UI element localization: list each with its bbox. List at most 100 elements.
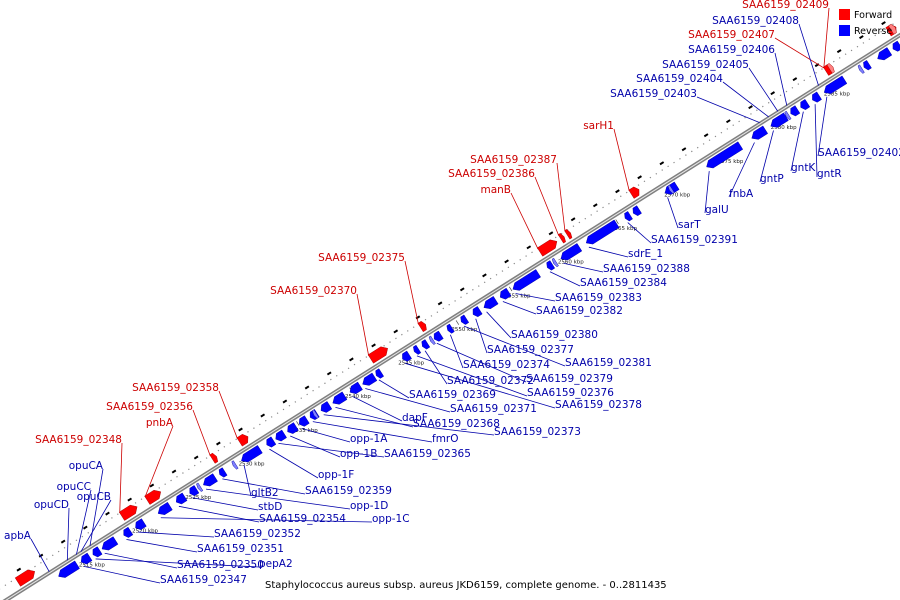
forward-gene-light[interactable] — [888, 23, 898, 35]
gene-label-opucc[interactable]: opuCC — [57, 481, 91, 493]
gene-label-saa6159-02391[interactable]: SAA6159_02391 — [651, 234, 738, 246]
forward-gene[interactable] — [537, 237, 559, 257]
gene-label-dapf[interactable]: dapF — [402, 412, 428, 424]
reverse-gene[interactable] — [330, 391, 348, 407]
gene-label-saa6159-02375[interactable]: SAA6159_02375 — [318, 252, 405, 264]
gene-label-sart[interactable]: sarT — [678, 219, 701, 231]
gene-label-saa6159-02380[interactable]: SAA6159_02380 — [511, 329, 598, 341]
reverse-gene-light[interactable] — [857, 64, 865, 74]
reverse-gene[interactable] — [545, 260, 556, 272]
gene-label-saa6159-02406[interactable]: SAA6159_02406 — [688, 44, 775, 56]
reverse-gene[interactable] — [663, 181, 680, 197]
forward-gene[interactable] — [628, 185, 642, 199]
reverse-gene-light[interactable] — [196, 482, 204, 492]
gene-label-saa6159-02352[interactable]: SAA6159_02352 — [214, 528, 301, 540]
gene-label-saa6159-02382[interactable]: SAA6159_02382 — [536, 305, 623, 317]
forward-gene[interactable] — [564, 229, 573, 240]
reverse-gene[interactable] — [584, 219, 620, 247]
gene-label-saa6159-02376[interactable]: SAA6159_02376 — [527, 387, 614, 399]
gene-label-saa6159-02409[interactable]: SAA6159_02409 — [742, 0, 829, 11]
gene-label-saa6159-02387[interactable]: SAA6159_02387 — [470, 154, 557, 166]
forward-gene[interactable] — [14, 567, 37, 587]
forward-gene[interactable] — [118, 502, 140, 521]
gene-label-saa6159-02371[interactable]: SAA6159_02371 — [450, 403, 537, 415]
gene-label-galu[interactable]: galU — [705, 204, 729, 216]
gene-label-saa6159-02372[interactable]: SAA6159_02372 — [447, 375, 534, 387]
gene-label-saa6159-02373[interactable]: SAA6159_02373 — [494, 426, 581, 438]
reverse-gene[interactable] — [56, 560, 80, 580]
reverse-gene[interactable] — [768, 112, 789, 130]
gene-label-saa6159-02374[interactable]: SAA6159_02374 — [463, 359, 550, 371]
gene-label-saa6159-02351[interactable]: SAA6159_02351 — [197, 543, 284, 555]
reverse-gene[interactable] — [297, 415, 310, 428]
reverse-gene-light[interactable] — [231, 460, 239, 470]
gene-label-saa6159-02408[interactable]: SAA6159_02408 — [712, 15, 799, 27]
reverse-gene-light[interactable] — [784, 110, 792, 121]
reverse-gene[interactable] — [482, 296, 499, 311]
gene-label-opp-1a[interactable]: opp-1A — [350, 433, 388, 445]
reverse-gene[interactable] — [631, 205, 642, 217]
gene-label-opp-1c[interactable]: opp-1C — [372, 513, 410, 525]
forward-gene-light[interactable] — [826, 63, 836, 74]
reverse-gene[interactable] — [875, 47, 893, 62]
reverse-gene[interactable] — [239, 445, 263, 464]
gene-label-gntk[interactable]: gntK — [791, 162, 816, 174]
reverse-gene[interactable] — [498, 287, 512, 301]
gene-label-gltb2[interactable]: gltB2 — [251, 487, 279, 499]
gene-label-saa6159-02358[interactable]: SAA6159_02358 — [132, 382, 219, 394]
reverse-gene[interactable] — [273, 429, 287, 443]
reverse-gene[interactable] — [264, 436, 277, 449]
gene-label-gntp[interactable]: gntP — [760, 173, 784, 185]
gene-label-opp-1d[interactable]: opp-1D — [350, 500, 388, 512]
reverse-gene-light[interactable] — [311, 409, 320, 419]
reverse-gene[interactable] — [156, 501, 173, 517]
reverse-gene[interactable] — [217, 467, 228, 479]
reverse-gene[interactable] — [420, 339, 431, 350]
reverse-gene[interactable] — [374, 368, 384, 380]
reverse-gene[interactable] — [201, 473, 218, 489]
reverse-gene[interactable] — [187, 485, 200, 497]
gene-label-fnba[interactable]: fnbA — [729, 188, 754, 200]
gene-label-saa6159-02369[interactable]: SAA6159_02369 — [409, 389, 496, 401]
gene-label-saa6159-02381[interactable]: SAA6159_02381 — [565, 357, 652, 369]
reverse-gene[interactable] — [471, 306, 483, 318]
reverse-gene[interactable] — [100, 536, 119, 553]
gene-label-saa6159-02370[interactable]: SAA6159_02370 — [270, 285, 357, 297]
reverse-gene[interactable] — [704, 141, 744, 171]
gene-label-opucd[interactable]: opuCD — [34, 499, 69, 511]
gene-label-saa6159-02377[interactable]: SAA6159_02377 — [487, 344, 574, 356]
reverse-gene-light[interactable] — [667, 184, 675, 194]
gene-label-saa6159-02359[interactable]: SAA6159_02359 — [305, 485, 392, 497]
gene-label-fmro[interactable]: fmrO — [432, 433, 459, 445]
reverse-gene[interactable] — [360, 372, 378, 388]
gene-label-saa6159-02354[interactable]: SAA6159_02354 — [259, 513, 346, 525]
gene-label-gntr[interactable]: gntR — [817, 168, 842, 180]
gene-label-saa6159-02388[interactable]: SAA6159_02388 — [603, 263, 690, 275]
gene-label-saa6159-02403[interactable]: SAA6159_02403 — [610, 88, 697, 100]
gene-label-opucb[interactable]: opuCB — [77, 491, 111, 503]
gene-label-opuca[interactable]: opuCA — [69, 460, 104, 472]
reverse-gene[interactable] — [133, 518, 147, 532]
reverse-gene[interactable] — [459, 314, 470, 326]
gene-label-saa6159-02347[interactable]: SAA6159_02347 — [160, 574, 247, 586]
gene-label-apba[interactable]: apbA — [4, 530, 32, 542]
gene-label-saa6159-02386[interactable]: SAA6159_02386 — [448, 168, 535, 180]
forward-gene[interactable] — [209, 452, 220, 464]
forward-gene[interactable] — [367, 344, 390, 364]
gene-label-saa6159-02365[interactable]: SAA6159_02365 — [384, 448, 471, 460]
reverse-gene[interactable] — [285, 422, 299, 436]
reverse-gene[interactable] — [749, 125, 769, 142]
reverse-gene[interactable] — [91, 546, 103, 559]
reverse-gene[interactable] — [558, 243, 583, 262]
gene-label-opp-1b[interactable]: opp-1B — [340, 448, 377, 460]
gene-label-saa6159-02405[interactable]: SAA6159_02405 — [662, 59, 749, 71]
gene-label-pnba[interactable]: pnbA — [146, 417, 174, 429]
reverse-gene-light[interactable] — [428, 335, 436, 345]
reverse-gene[interactable] — [798, 99, 811, 111]
reverse-gene[interactable] — [79, 552, 93, 566]
gene-label-saa6159-02402[interactable]: SAA6159_02402 — [818, 147, 900, 159]
reverse-gene[interactable] — [348, 381, 363, 396]
gene-label-stbd[interactable]: stbD — [258, 501, 282, 513]
gene-label-sdre-1[interactable]: sdrE_1 — [628, 248, 663, 260]
reverse-gene[interactable] — [810, 91, 822, 104]
